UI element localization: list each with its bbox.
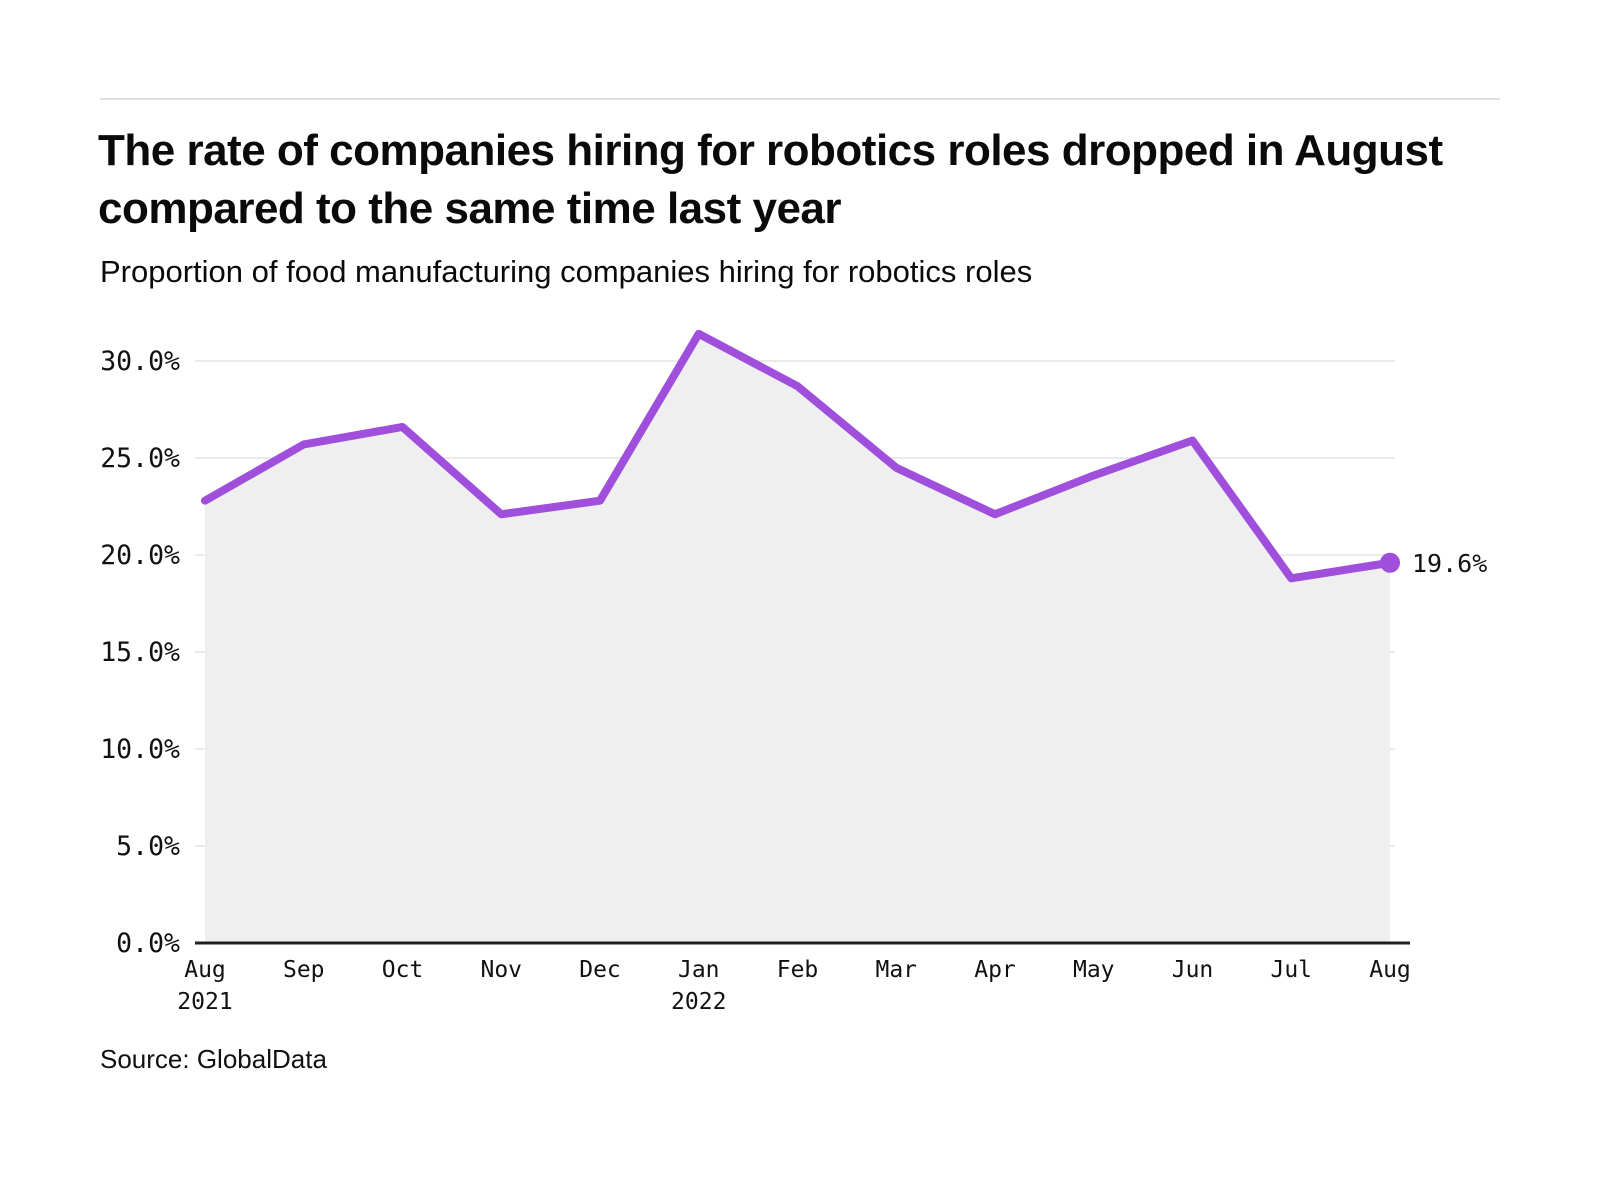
x-tick-label: May bbox=[1073, 957, 1115, 983]
chart-headline: The rate of companies hiring for robotic… bbox=[98, 126, 1443, 233]
source-credit: Source: GlobalData bbox=[100, 1044, 327, 1074]
x-tick-label: Apr bbox=[974, 957, 1016, 983]
top-divider bbox=[100, 98, 1500, 100]
x-tick-label: Mar bbox=[875, 957, 917, 983]
y-tick-label: 25.0% bbox=[100, 443, 180, 474]
x-tick-year-label: 2022 bbox=[671, 989, 726, 1015]
x-tick-label: Nov bbox=[480, 957, 522, 983]
y-tick-label: 0.0% bbox=[116, 928, 180, 959]
y-tick-label: 15.0% bbox=[100, 637, 180, 668]
y-tick-label: 20.0% bbox=[100, 540, 180, 571]
x-tick-label: Feb bbox=[777, 957, 819, 983]
x-tick-year-label: 2021 bbox=[177, 989, 232, 1015]
x-tick-label: Aug bbox=[1369, 957, 1411, 983]
trend-line bbox=[201, 329, 1394, 583]
end-point-marker bbox=[1380, 552, 1400, 573]
x-tick-label: Aug bbox=[184, 957, 226, 983]
y-tick-label: 30.0% bbox=[100, 346, 180, 377]
chart-subtitle: Proportion of food manufacturing compani… bbox=[100, 254, 1033, 289]
x-tick-label: Sep bbox=[283, 957, 325, 983]
x-tick-label: Oct bbox=[382, 957, 424, 983]
y-tick-label: 5.0% bbox=[116, 831, 180, 862]
x-tick-label: Dec bbox=[579, 957, 621, 983]
area-fill bbox=[205, 333, 1390, 944]
x-tick-label: Jun bbox=[1172, 957, 1214, 983]
end-value-label: 19.6% bbox=[1412, 549, 1487, 578]
x-tick-label: Jul bbox=[1270, 957, 1312, 983]
x-tick-label: Jan bbox=[678, 957, 720, 983]
y-tick-label: 10.0% bbox=[100, 734, 180, 765]
